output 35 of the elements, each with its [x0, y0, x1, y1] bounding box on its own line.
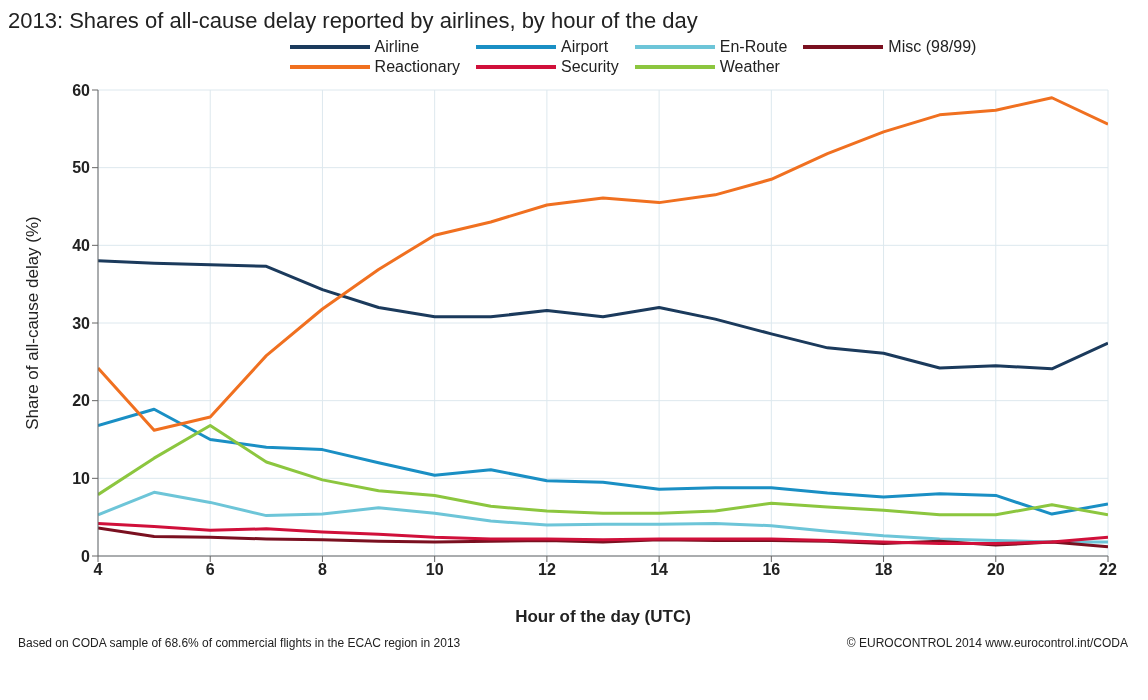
- line-series: [98, 96, 1108, 432]
- legend-label: Reactionary: [374, 58, 460, 76]
- x-tick-label: 4: [93, 561, 103, 579]
- y-tick-label: 30: [72, 314, 91, 332]
- y-tick-label: 0: [81, 547, 91, 565]
- chart-title: 2013: Shares of all-cause delay reported by airlines, by hour of the day: [8, 8, 699, 34]
- y-tick-label: 50: [72, 159, 91, 177]
- legend-label: Airport: [560, 38, 609, 56]
- y-tick-label: 60: [72, 81, 91, 99]
- x-tick-label: 16: [762, 561, 781, 579]
- legend-label: Misc (98/99): [888, 38, 977, 56]
- text: © EUROCONTROL 2014 www.eurocontrol.int/CODA: [846, 636, 1128, 650]
- y-axis-title: Share of all-cause delay (%): [23, 216, 43, 430]
- y-tick-label: 10: [72, 470, 91, 488]
- legend-label: Airline: [374, 38, 420, 56]
- legend-label: Weather: [719, 58, 780, 76]
- text: Based on CODA sample of 68.6% of commercial flights in the ECAC region in 2013: [18, 636, 461, 650]
- x-tick-label: 20: [986, 561, 1005, 579]
- x-tick-label: 14: [650, 561, 669, 579]
- y-tick-label: 20: [72, 392, 91, 410]
- line-series: [98, 407, 1108, 516]
- legend-label: Security: [560, 58, 619, 76]
- x-tick-label: 18: [874, 561, 893, 579]
- x-tick-label: 22: [1099, 561, 1117, 579]
- legend-label: En-Route: [719, 38, 788, 56]
- x-tick-label: 10: [425, 561, 444, 579]
- line-series: [98, 490, 1108, 544]
- x-tick-label: 12: [537, 561, 556, 579]
- x-axis-title: Hour of the day (UTC): [515, 607, 691, 626]
- x-tick-label: 8: [317, 561, 327, 579]
- x-tick-label: 6: [205, 561, 215, 579]
- line-series: [98, 424, 1108, 517]
- line-series: [98, 521, 1108, 546]
- y-tick-label: 40: [72, 237, 91, 255]
- line-series: [98, 259, 1108, 371]
